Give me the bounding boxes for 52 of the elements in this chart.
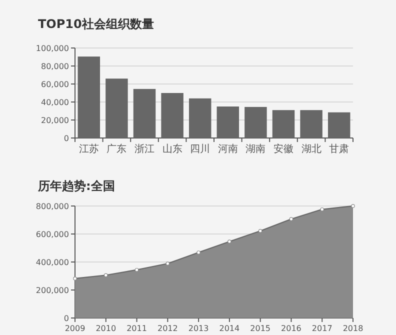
x-tick-label: 2018 bbox=[342, 324, 364, 333]
x-tick-label: 江苏 bbox=[78, 143, 99, 155]
bar bbox=[216, 106, 240, 138]
bar bbox=[106, 78, 128, 138]
x-tick-label: 湖北 bbox=[301, 143, 322, 155]
y-tick-label: 600,000 bbox=[36, 230, 69, 239]
x-tick-label: 浙江 bbox=[134, 143, 154, 155]
bar bbox=[161, 93, 184, 138]
y-tick-label: 200,000 bbox=[36, 286, 69, 295]
y-tick-label: 0 bbox=[64, 134, 69, 143]
x-tick-label: 2016 bbox=[281, 324, 302, 333]
point bbox=[73, 276, 77, 280]
y-tick-label: 60,000 bbox=[41, 80, 69, 89]
chart-title: TOP10社会组织数量 bbox=[38, 17, 154, 31]
x-tick-label: 安徽 bbox=[274, 143, 294, 155]
y-tick-label: 40,000 bbox=[41, 98, 69, 107]
y-tick-label: 100,000 bbox=[36, 44, 69, 53]
x-tick-label: 2011 bbox=[126, 324, 147, 333]
x-tick-label: 广东 bbox=[106, 143, 127, 155]
x-tick-label: 四川 bbox=[190, 143, 210, 155]
bar bbox=[300, 110, 322, 138]
chart-title: 历年趋势:全国 bbox=[37, 179, 115, 193]
point bbox=[228, 240, 232, 244]
x-tick-label: 2014 bbox=[219, 324, 240, 333]
x-tick-label: 2013 bbox=[188, 324, 209, 333]
x-tick-label: 湖南 bbox=[246, 143, 266, 155]
x-tick-label: 甘肃 bbox=[329, 143, 350, 155]
point bbox=[320, 207, 324, 212]
point bbox=[258, 229, 262, 233]
x-tick-label: 2017 bbox=[312, 324, 332, 333]
bar bbox=[78, 56, 100, 138]
point bbox=[166, 262, 170, 266]
y-tick-label: 20,000 bbox=[41, 116, 69, 125]
bar bbox=[133, 88, 156, 138]
point bbox=[134, 268, 139, 272]
y-tick-label: 80,000 bbox=[41, 62, 69, 71]
x-tick-label: 2010 bbox=[96, 324, 116, 333]
y-tick-label: 800,000 bbox=[36, 202, 69, 211]
y-tick-label: 0 bbox=[64, 314, 69, 323]
point bbox=[351, 204, 355, 208]
bar bbox=[244, 106, 267, 138]
bar bbox=[328, 112, 350, 138]
x-tick-label: 2012 bbox=[157, 324, 178, 333]
point bbox=[289, 217, 294, 221]
x-tick-label: 2015 bbox=[250, 324, 271, 333]
bar bbox=[272, 110, 295, 138]
x-tick-label: 山东 bbox=[162, 143, 182, 155]
bar bbox=[188, 98, 212, 138]
x-tick-label: 2009 bbox=[64, 324, 86, 333]
x-tick-label: 河南 bbox=[218, 143, 238, 155]
y-tick-label: 400,000 bbox=[36, 258, 69, 267]
point bbox=[196, 250, 200, 254]
